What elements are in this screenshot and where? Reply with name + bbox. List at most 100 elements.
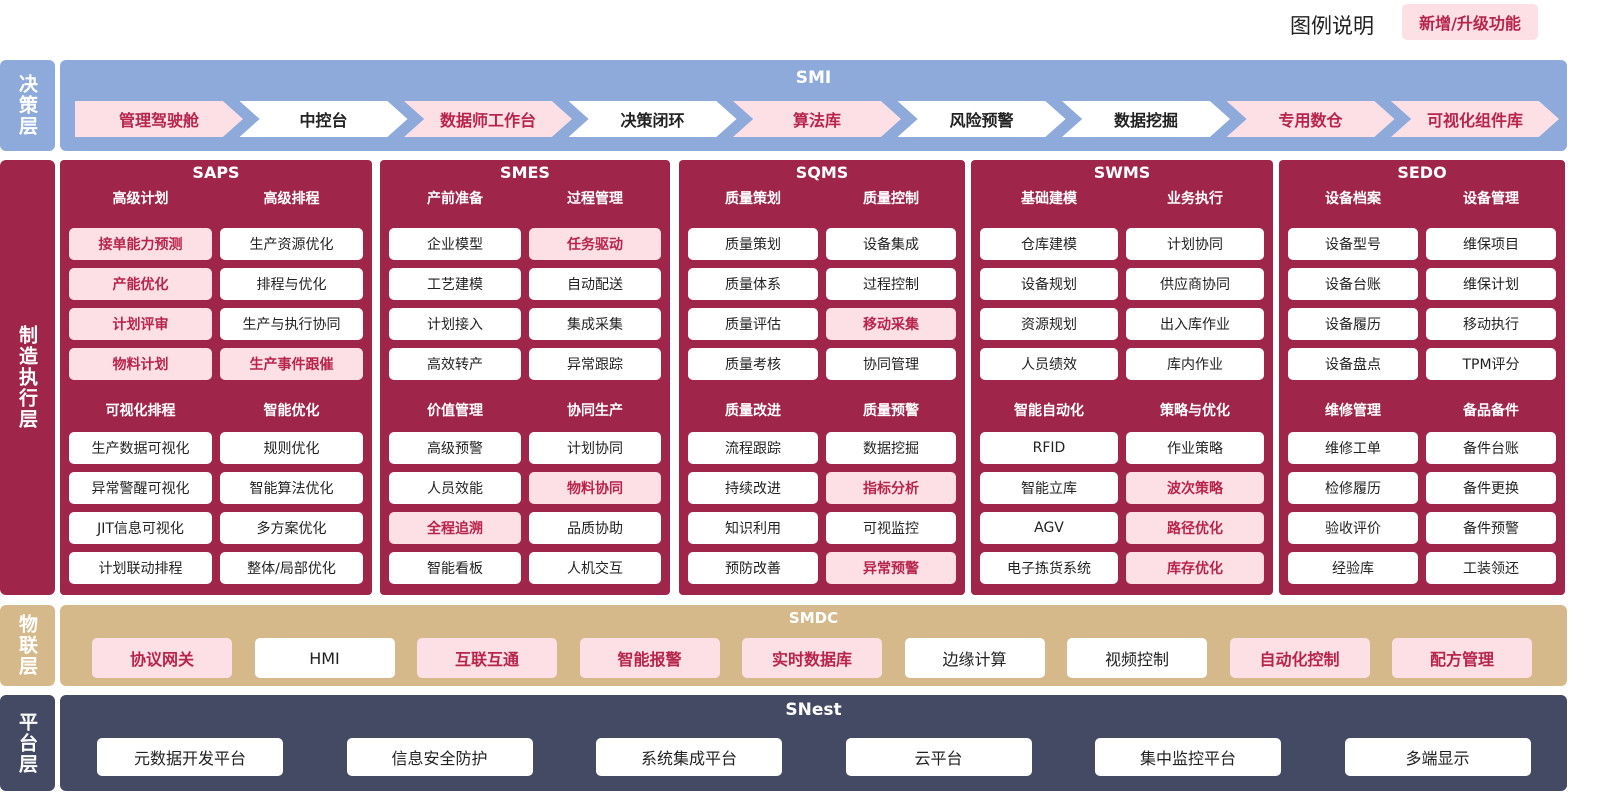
module-item[interactable]: 异常预警 — [826, 552, 956, 584]
module-item[interactable]: 设备台账 — [1288, 268, 1418, 300]
module-item[interactable]: 全程追溯 — [389, 512, 521, 544]
module-item[interactable]: 设备规划 — [980, 268, 1118, 300]
module-item[interactable]: 品质协助 — [529, 512, 661, 544]
iot-item[interactable]: 协议网关 — [92, 638, 232, 678]
module-item[interactable]: 移动采集 — [826, 308, 956, 340]
module-item[interactable]: 生产与执行协同 — [220, 308, 363, 340]
module-item[interactable]: 产能优化 — [69, 268, 212, 300]
module-item[interactable]: 备件预警 — [1426, 512, 1556, 544]
module-item[interactable]: 人员绩效 — [980, 348, 1118, 380]
module-item[interactable]: 备件台账 — [1426, 432, 1556, 464]
module-item[interactable]: 异常警醒可视化 — [69, 472, 212, 504]
module-item[interactable]: 库内作业 — [1126, 348, 1264, 380]
module-item[interactable]: 企业模型 — [389, 228, 521, 260]
module-item[interactable]: 物料协同 — [529, 472, 661, 504]
iot-item[interactable]: 边缘计算 — [904, 638, 1045, 678]
module-item[interactable]: 计划协同 — [529, 432, 661, 464]
platform-item[interactable]: 集中监控平台 — [1095, 738, 1281, 776]
module-item[interactable]: 电子拣货系统 — [980, 552, 1118, 584]
module-item[interactable]: TPM评分 — [1426, 348, 1556, 380]
module-item[interactable]: 高级预警 — [389, 432, 521, 464]
decision-item[interactable]: 可视化组件库 — [1391, 101, 1559, 137]
platform-item[interactable]: 系统集成平台 — [596, 738, 782, 776]
module-item[interactable]: 设备型号 — [1288, 228, 1418, 260]
module-item[interactable]: 异常跟踪 — [529, 348, 661, 380]
module-item[interactable]: 持续改进 — [688, 472, 818, 504]
module-item[interactable]: 维修工单 — [1288, 432, 1418, 464]
module-item[interactable]: 仓库建模 — [980, 228, 1118, 260]
module-item[interactable]: 人员效能 — [389, 472, 521, 504]
module-item[interactable]: 验收评价 — [1288, 512, 1418, 544]
module-item[interactable]: 供应商协同 — [1126, 268, 1264, 300]
module-item[interactable]: 备件更换 — [1426, 472, 1556, 504]
module-item[interactable]: 计划评审 — [69, 308, 212, 340]
module-item[interactable]: 知识利用 — [688, 512, 818, 544]
module-item[interactable]: 生产资源优化 — [220, 228, 363, 260]
module-item[interactable]: 人机交互 — [529, 552, 661, 584]
module-item[interactable]: 工艺建模 — [389, 268, 521, 300]
module-item[interactable]: 作业策略 — [1126, 432, 1264, 464]
decision-item[interactable]: 风险预警 — [897, 101, 1066, 137]
platform-item[interactable]: 多端显示 — [1344, 738, 1531, 776]
module-item[interactable]: 接单能力预测 — [69, 228, 212, 260]
module-item[interactable]: 库存优化 — [1126, 552, 1264, 584]
module-item[interactable]: 指标分析 — [826, 472, 956, 504]
module-item[interactable]: 维保计划 — [1426, 268, 1556, 300]
module-item[interactable]: 生产事件跟催 — [220, 348, 363, 380]
module-item[interactable]: 协同管理 — [826, 348, 956, 380]
module-item[interactable]: 集成采集 — [529, 308, 661, 340]
module-item[interactable]: 路径优化 — [1126, 512, 1264, 544]
module-item[interactable]: 工装领还 — [1426, 552, 1556, 584]
module-item[interactable]: 计划接入 — [389, 308, 521, 340]
module-item[interactable]: 移动执行 — [1426, 308, 1556, 340]
module-item[interactable]: 设备履历 — [1288, 308, 1418, 340]
module-item[interactable]: 智能立库 — [980, 472, 1118, 504]
module-item[interactable]: 排程与优化 — [220, 268, 363, 300]
module-item[interactable]: 数据挖掘 — [826, 432, 956, 464]
module-item[interactable]: 计划联动排程 — [69, 552, 212, 584]
module-item[interactable]: 智能看板 — [389, 552, 521, 584]
module-item[interactable]: 质量考核 — [688, 348, 818, 380]
module-item[interactable]: 资源规划 — [980, 308, 1118, 340]
decision-item[interactable]: 数据挖掘 — [1062, 101, 1230, 137]
module-item[interactable]: AGV — [980, 512, 1118, 544]
decision-item[interactable]: 数据师工作台 — [404, 101, 572, 137]
iot-item[interactable]: 智能报警 — [579, 638, 720, 678]
platform-item[interactable]: 元数据开发平台 — [97, 738, 283, 776]
module-item[interactable]: 过程控制 — [826, 268, 956, 300]
module-item[interactable]: 多方案优化 — [220, 512, 363, 544]
iot-item[interactable]: 自动化控制 — [1229, 638, 1370, 678]
module-item[interactable]: 设备集成 — [826, 228, 956, 260]
decision-item[interactable]: 决策闭环 — [568, 101, 737, 137]
decision-item[interactable]: 专用数仓 — [1226, 101, 1395, 137]
module-item[interactable]: 整体/局部优化 — [220, 552, 363, 584]
module-item[interactable]: 经验库 — [1288, 552, 1418, 584]
module-item[interactable]: 预防改善 — [688, 552, 818, 584]
iot-item[interactable]: HMI — [254, 638, 395, 678]
module-item[interactable]: 质量策划 — [688, 228, 818, 260]
decision-item[interactable]: 中控台 — [239, 101, 408, 137]
iot-item[interactable]: 配方管理 — [1392, 638, 1532, 678]
iot-item[interactable]: 互联互通 — [417, 638, 557, 678]
module-item[interactable]: 自动配送 — [529, 268, 661, 300]
module-item[interactable]: 规则优化 — [220, 432, 363, 464]
module-item[interactable]: 可视监控 — [826, 512, 956, 544]
module-item[interactable]: 高效转产 — [389, 348, 521, 380]
module-item[interactable]: 流程跟踪 — [688, 432, 818, 464]
module-item[interactable]: JIT信息可视化 — [69, 512, 212, 544]
module-item[interactable]: 计划协同 — [1126, 228, 1264, 260]
decision-item[interactable]: 管理驾驶舱 — [75, 101, 243, 137]
module-item[interactable]: 波次策略 — [1126, 472, 1264, 504]
module-item[interactable]: 检修履历 — [1288, 472, 1418, 504]
module-item[interactable]: 物料计划 — [69, 348, 212, 380]
decision-item[interactable]: 算法库 — [733, 101, 901, 137]
module-item[interactable]: 智能算法优化 — [220, 472, 363, 504]
platform-item[interactable]: 信息安全防护 — [346, 738, 533, 776]
module-item[interactable]: 出入库作业 — [1126, 308, 1264, 340]
module-item[interactable]: 质量评估 — [688, 308, 818, 340]
module-item[interactable]: 任务驱动 — [529, 228, 661, 260]
platform-item[interactable]: 云平台 — [845, 738, 1032, 776]
module-item[interactable]: 维保项目 — [1426, 228, 1556, 260]
module-item[interactable]: 生产数据可视化 — [69, 432, 212, 464]
iot-item[interactable]: 视频控制 — [1067, 638, 1207, 678]
